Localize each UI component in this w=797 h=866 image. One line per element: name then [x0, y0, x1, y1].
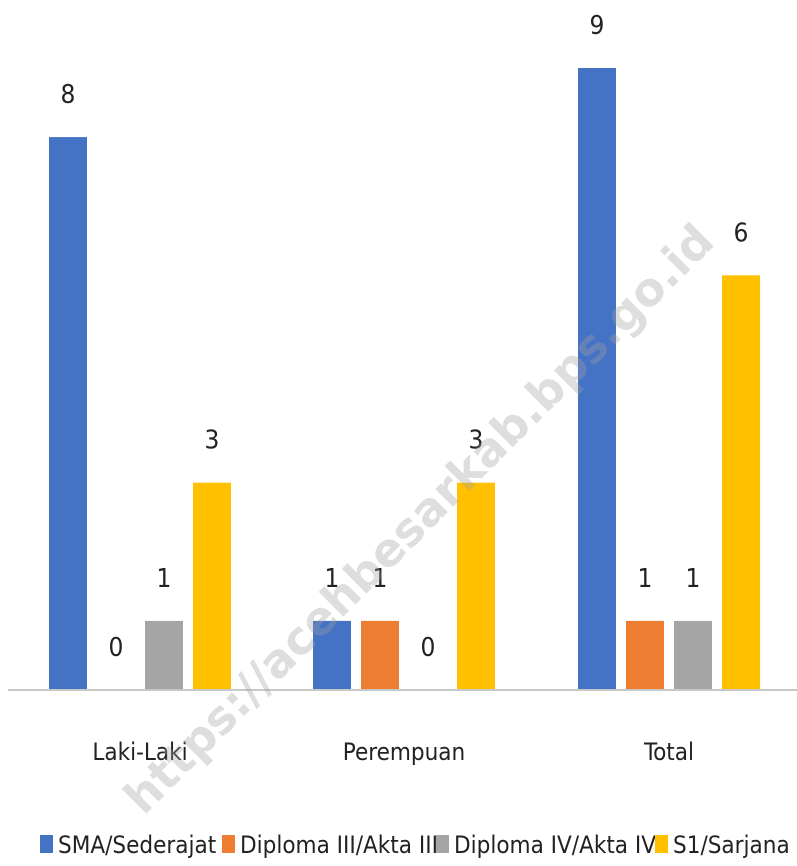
value-label-perempuan-sma-sederajat: 1: [325, 564, 340, 594]
legend-swatch-sma-sederajat: [40, 835, 53, 853]
legend-swatch-s1-sarjana: [655, 835, 668, 853]
value-label-total-sma-sederajat: 9: [590, 11, 605, 41]
bar-total-s1-sarjana: [722, 275, 760, 690]
bar-total-diploma-iii-akta-iii: [626, 620, 664, 690]
legend-label-diploma-iii-akta-iii: Diploma III/Akta III: [240, 831, 438, 859]
bar-perempuan-diploma-iii-akta-iii: [361, 620, 399, 690]
value-label-perempuan-diploma-iv-akta-iv: 0: [421, 633, 436, 663]
legend-label-sma-sederajat: SMA/Sederajat: [58, 831, 216, 859]
bar-laki-laki-diploma-iv-akta-iv: [145, 620, 183, 690]
value-label-total-s1-sarjana: 6: [734, 218, 749, 248]
legend-item-sma-sederajat: SMA/Sederajat: [40, 831, 216, 859]
bars-group: [49, 68, 760, 691]
bar-perempuan-s1-sarjana: [457, 482, 495, 690]
legend-item-diploma-iii-akta-iii: Diploma III/Akta III: [222, 831, 438, 859]
legend-label-s1-sarjana: S1/Sarjana: [673, 831, 790, 859]
value-labels-group: 8 0 1 3 1 1 0 3 9 1 1 6: [61, 11, 749, 663]
x-tick-label-laki-laki: Laki-Laki: [92, 738, 187, 766]
value-label-laki-laki-sma-sederajat: 8: [61, 80, 76, 110]
x-tick-label-total: Total: [643, 738, 694, 766]
bar-perempuan-sma-sederajat: [313, 620, 351, 690]
bar-laki-laki-s1-sarjana: [193, 482, 231, 690]
legend: SMA/Sederajat Diploma III/Akta III Diploma…: [40, 831, 790, 859]
value-label-total-diploma-iii-akta-iii: 1: [638, 564, 653, 594]
legend-item-s1-sarjana: S1/Sarjana: [655, 831, 790, 859]
value-label-perempuan-diploma-iii-akta-iii: 1: [373, 564, 388, 594]
value-label-laki-laki-diploma-iii-akta-iii: 0: [109, 633, 124, 663]
x-tick-labels-group: Laki-Laki Perempuan Total: [92, 738, 694, 766]
value-label-total-diploma-iv-akta-iv: 1: [686, 564, 701, 594]
bar-total-sma-sederajat: [578, 68, 616, 690]
legend-item-diploma-iv-akta-iv: Diploma IV/Akta IV: [436, 831, 656, 859]
legend-swatch-diploma-iv-akta-iv: [436, 835, 449, 853]
x-tick-label-perempuan: Perempuan: [343, 738, 465, 766]
legend-label-diploma-iv-akta-iv: Diploma IV/Akta IV: [454, 831, 656, 859]
legend-swatch-diploma-iii-akta-iii: [222, 835, 235, 853]
value-label-laki-laki-s1-sarjana: 3: [205, 426, 220, 456]
bar-laki-laki-sma-sederajat: [49, 137, 87, 691]
value-label-laki-laki-diploma-iv-akta-iv: 1: [157, 564, 172, 594]
value-label-perempuan-s1-sarjana: 3: [469, 426, 484, 456]
bar-total-diploma-iv-akta-iv: [674, 620, 712, 690]
